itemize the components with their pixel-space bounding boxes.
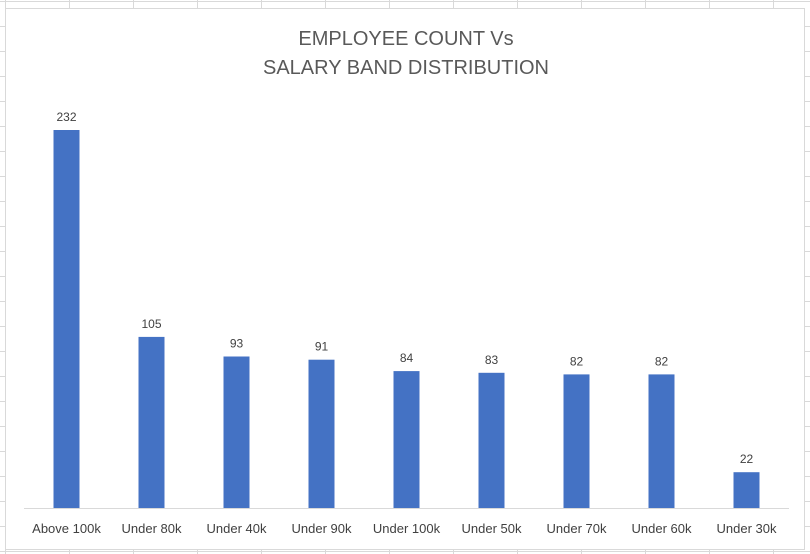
x-tick-label: Under 90k xyxy=(292,521,352,536)
chart-title-line-1: EMPLOYEE COUNT Vs xyxy=(298,28,514,50)
bar[interactable] xyxy=(223,356,250,509)
x-tick-label: Under 100k xyxy=(373,521,441,536)
chart-title-line-2: SALARY BAND DISTRIBUTION xyxy=(263,57,549,79)
data-label: 84 xyxy=(400,351,414,365)
data-label: 83 xyxy=(485,353,499,367)
data-label: 82 xyxy=(570,354,584,368)
x-tick-label: Under 80k xyxy=(122,521,182,536)
x-tick-label: Under 70k xyxy=(547,521,607,536)
x-tick-label: Above 100k xyxy=(32,521,101,536)
data-label: 232 xyxy=(56,110,76,124)
data-label: 105 xyxy=(141,317,161,331)
data-label: 22 xyxy=(740,452,754,466)
chart-title: EMPLOYEE COUNT Vs SALARY BAND DISTRIBUTI… xyxy=(6,25,806,83)
bar[interactable] xyxy=(393,371,420,508)
bar[interactable] xyxy=(733,472,760,508)
x-tick-label: Under 40k xyxy=(207,521,267,536)
data-label: 82 xyxy=(655,354,669,368)
data-label: 91 xyxy=(315,340,329,354)
bar[interactable] xyxy=(138,336,165,508)
x-tick-label: Under 60k xyxy=(632,521,692,536)
bar-chart-plot: 232 Above 100k 105 Under 80k 93 Under 40k 91 Un… xyxy=(24,110,789,536)
bar[interactable] xyxy=(53,130,80,508)
x-tick-label: Under 50k xyxy=(462,521,522,536)
bar[interactable] xyxy=(308,359,335,508)
x-tick-label: Under 30k xyxy=(717,521,777,536)
bar[interactable] xyxy=(563,374,590,508)
chart-area[interactable]: EMPLOYEE COUNT Vs SALARY BAND DISTRIBUTI… xyxy=(5,8,805,550)
bar[interactable] xyxy=(648,374,675,508)
bar[interactable] xyxy=(478,372,505,508)
data-label: 93 xyxy=(230,337,244,351)
